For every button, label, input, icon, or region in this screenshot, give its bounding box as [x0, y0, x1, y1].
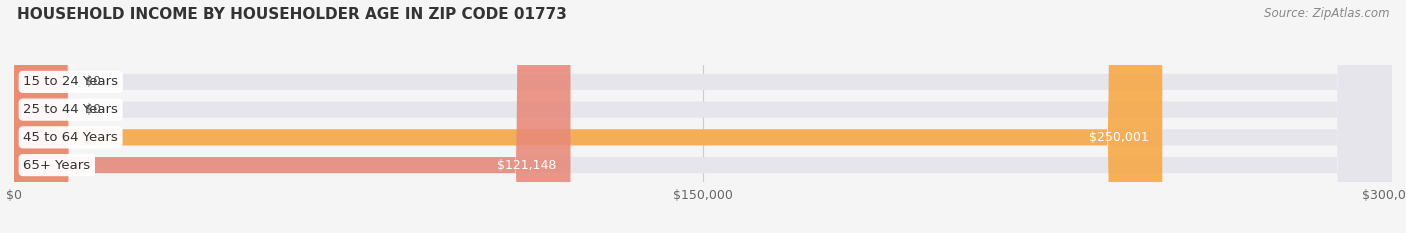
Text: HOUSEHOLD INCOME BY HOUSEHOLDER AGE IN ZIP CODE 01773: HOUSEHOLD INCOME BY HOUSEHOLDER AGE IN Z… — [17, 7, 567, 22]
Text: $0: $0 — [86, 103, 101, 116]
FancyBboxPatch shape — [14, 0, 1392, 233]
Text: Source: ZipAtlas.com: Source: ZipAtlas.com — [1264, 7, 1389, 20]
FancyBboxPatch shape — [14, 0, 1392, 233]
FancyBboxPatch shape — [14, 0, 571, 233]
Text: $121,148: $121,148 — [498, 159, 557, 171]
FancyBboxPatch shape — [14, 0, 1392, 233]
FancyBboxPatch shape — [14, 0, 1392, 233]
Text: 65+ Years: 65+ Years — [24, 159, 90, 171]
Text: 15 to 24 Years: 15 to 24 Years — [24, 75, 118, 88]
Text: $0: $0 — [86, 75, 101, 88]
Text: 25 to 44 Years: 25 to 44 Years — [24, 103, 118, 116]
FancyBboxPatch shape — [14, 0, 1163, 233]
Text: 45 to 64 Years: 45 to 64 Years — [24, 131, 118, 144]
Text: $250,001: $250,001 — [1088, 131, 1149, 144]
